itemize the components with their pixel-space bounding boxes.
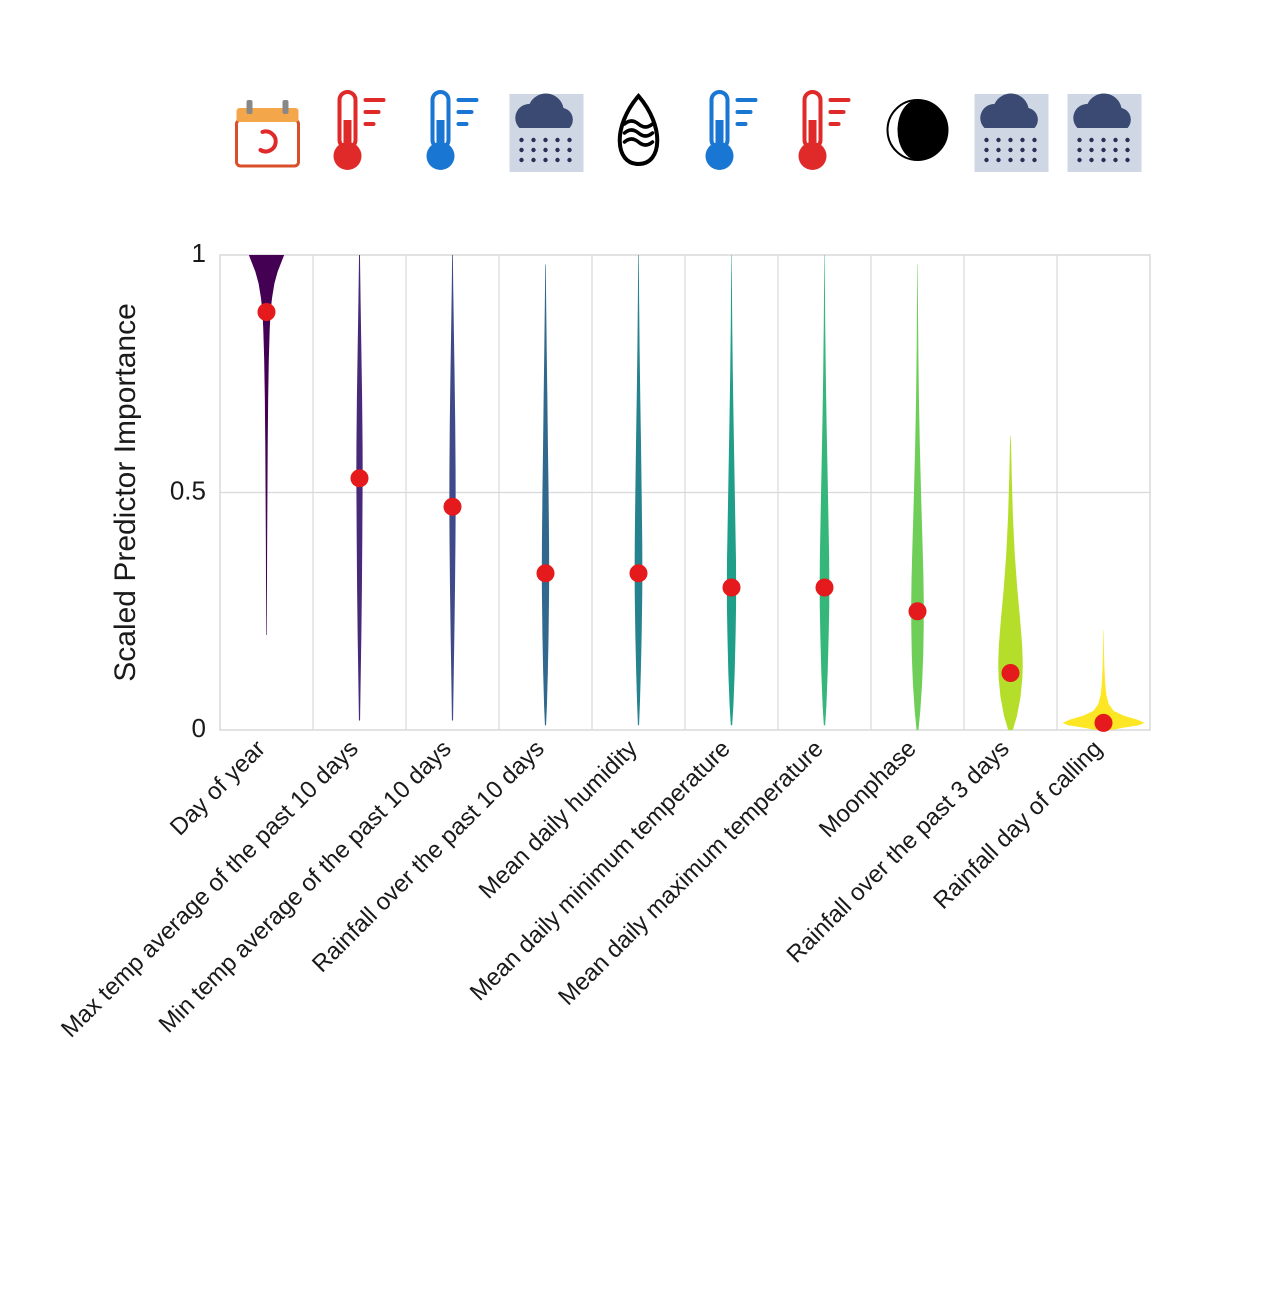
x-category-label: Mean daily humidity — [474, 735, 643, 904]
chart-svg: 00.51Scaled Predictor ImportanceDay of y… — [0, 0, 1271, 1299]
calendar-icon — [237, 100, 299, 166]
raincloud-icon — [1068, 94, 1142, 172]
mean-point — [630, 564, 648, 582]
mean-point — [1002, 664, 1020, 682]
ytick-label: 0.5 — [170, 475, 206, 505]
mean-point — [351, 469, 369, 487]
y-axis-label: Scaled Predictor Importance — [109, 303, 142, 682]
mean-point — [537, 564, 555, 582]
moon-icon — [888, 100, 948, 160]
mean-point — [444, 498, 462, 516]
ytick-label: 0 — [192, 713, 206, 743]
thermo_blue-icon — [427, 92, 477, 170]
mean-point — [1095, 714, 1113, 732]
x-category-label: Rainfall day of calling — [928, 735, 1107, 914]
humidity-icon — [620, 96, 658, 164]
mean-point — [816, 579, 834, 597]
thermo_red-icon — [334, 92, 384, 170]
violin-chart: 00.51Scaled Predictor ImportanceDay of y… — [0, 0, 1271, 1299]
mean-point — [258, 303, 276, 321]
raincloud-icon — [975, 94, 1049, 172]
mean-point — [909, 602, 927, 620]
thermo_blue-icon — [706, 92, 756, 170]
mean-point — [723, 579, 741, 597]
thermo_red-icon — [799, 92, 849, 170]
ytick-label: 1 — [192, 238, 206, 268]
raincloud-icon — [510, 94, 584, 172]
